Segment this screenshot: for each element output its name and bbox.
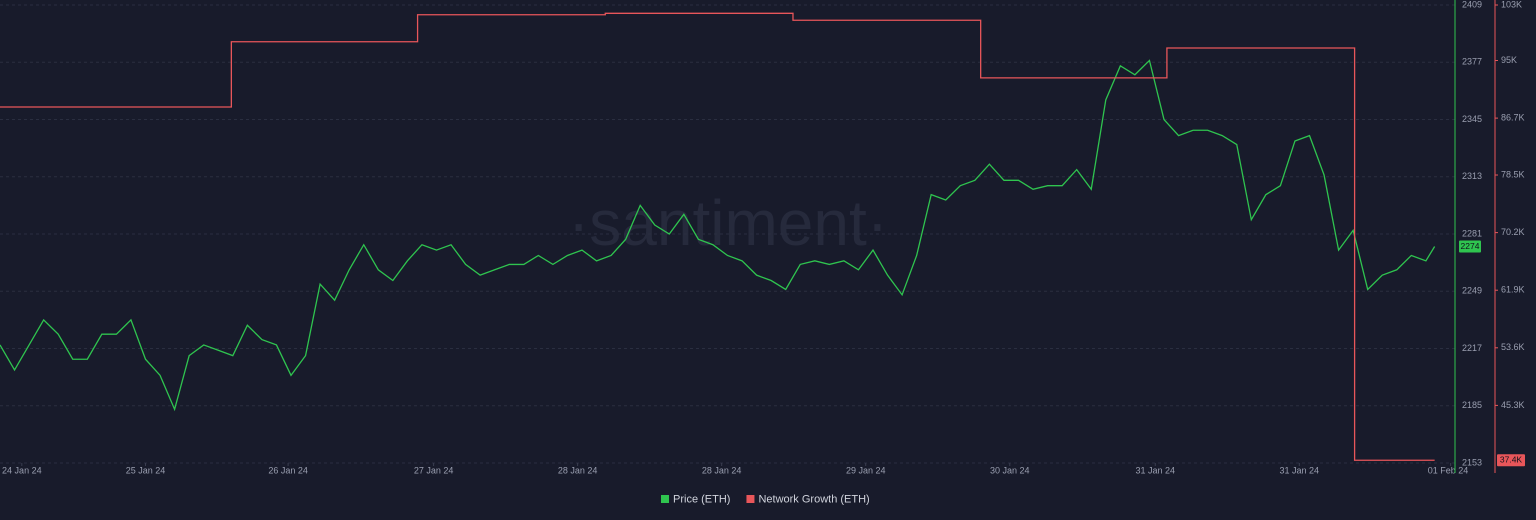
y2-tick-label: 86.7K <box>1501 112 1525 122</box>
legend: Price (ETH) Network Growth (ETH) <box>661 493 870 505</box>
y-tick-label: 2153 <box>1462 457 1482 467</box>
legend-swatch <box>746 495 755 503</box>
y2-tick-label: 95K <box>1501 55 1517 65</box>
x-tick-label: 30 Jan 24 <box>990 465 1030 475</box>
y2-tick-label: 70.2K <box>1501 227 1525 237</box>
y2-tick-label: 103K <box>1501 0 1522 9</box>
legend-label: Price (ETH) <box>673 493 730 505</box>
legend-label: Network Growth (ETH) <box>758 493 869 505</box>
y-tick-label: 2345 <box>1462 114 1482 124</box>
current-badge <box>1459 240 1481 253</box>
series-line <box>0 12 1435 461</box>
x-tick-label: 25 Jan 24 <box>126 465 166 475</box>
watermark: ·santiment· <box>568 187 888 259</box>
x-tick-label: 26 Jan 24 <box>268 465 308 475</box>
y2-tick-label: 45.3K <box>1501 400 1525 410</box>
current-label: 2274 <box>1461 241 1480 251</box>
x-tick-label: 28 Jan 24 <box>702 465 742 475</box>
y-tick-label: 2217 <box>1462 343 1482 353</box>
y2-tick-label: 61.9K <box>1501 285 1525 295</box>
x-tick-label: 31 Jan 24 <box>1280 465 1320 475</box>
series-line <box>0 59 1436 412</box>
current-badge <box>1497 454 1525 467</box>
y2-tick-label: 53.6K <box>1501 342 1525 352</box>
y-tick-label: 2281 <box>1462 228 1482 238</box>
y2-tick-label: 78.5K <box>1501 169 1525 179</box>
x-tick-label: 27 Jan 24 <box>414 465 454 475</box>
x-tick-label: 01 Feb 24 <box>1428 465 1469 475</box>
x-tick-label: 29 Jan 24 <box>846 465 886 475</box>
x-tick-label: 31 Jan 24 <box>1135 465 1175 475</box>
y-tick-label: 2185 <box>1462 400 1482 410</box>
y-tick-label: 2249 <box>1462 286 1482 296</box>
y-tick-label: 2377 <box>1462 57 1482 67</box>
y-tick-label: 2409 <box>1462 0 1482 9</box>
current-label: 37.4K <box>1500 454 1523 464</box>
legend-swatch <box>661 495 669 503</box>
x-tick-label: 24 Jan 24 <box>2 465 42 475</box>
x-tick-label: 28 Jan 24 <box>558 465 598 475</box>
y-tick-label: 2313 <box>1462 171 1482 181</box>
